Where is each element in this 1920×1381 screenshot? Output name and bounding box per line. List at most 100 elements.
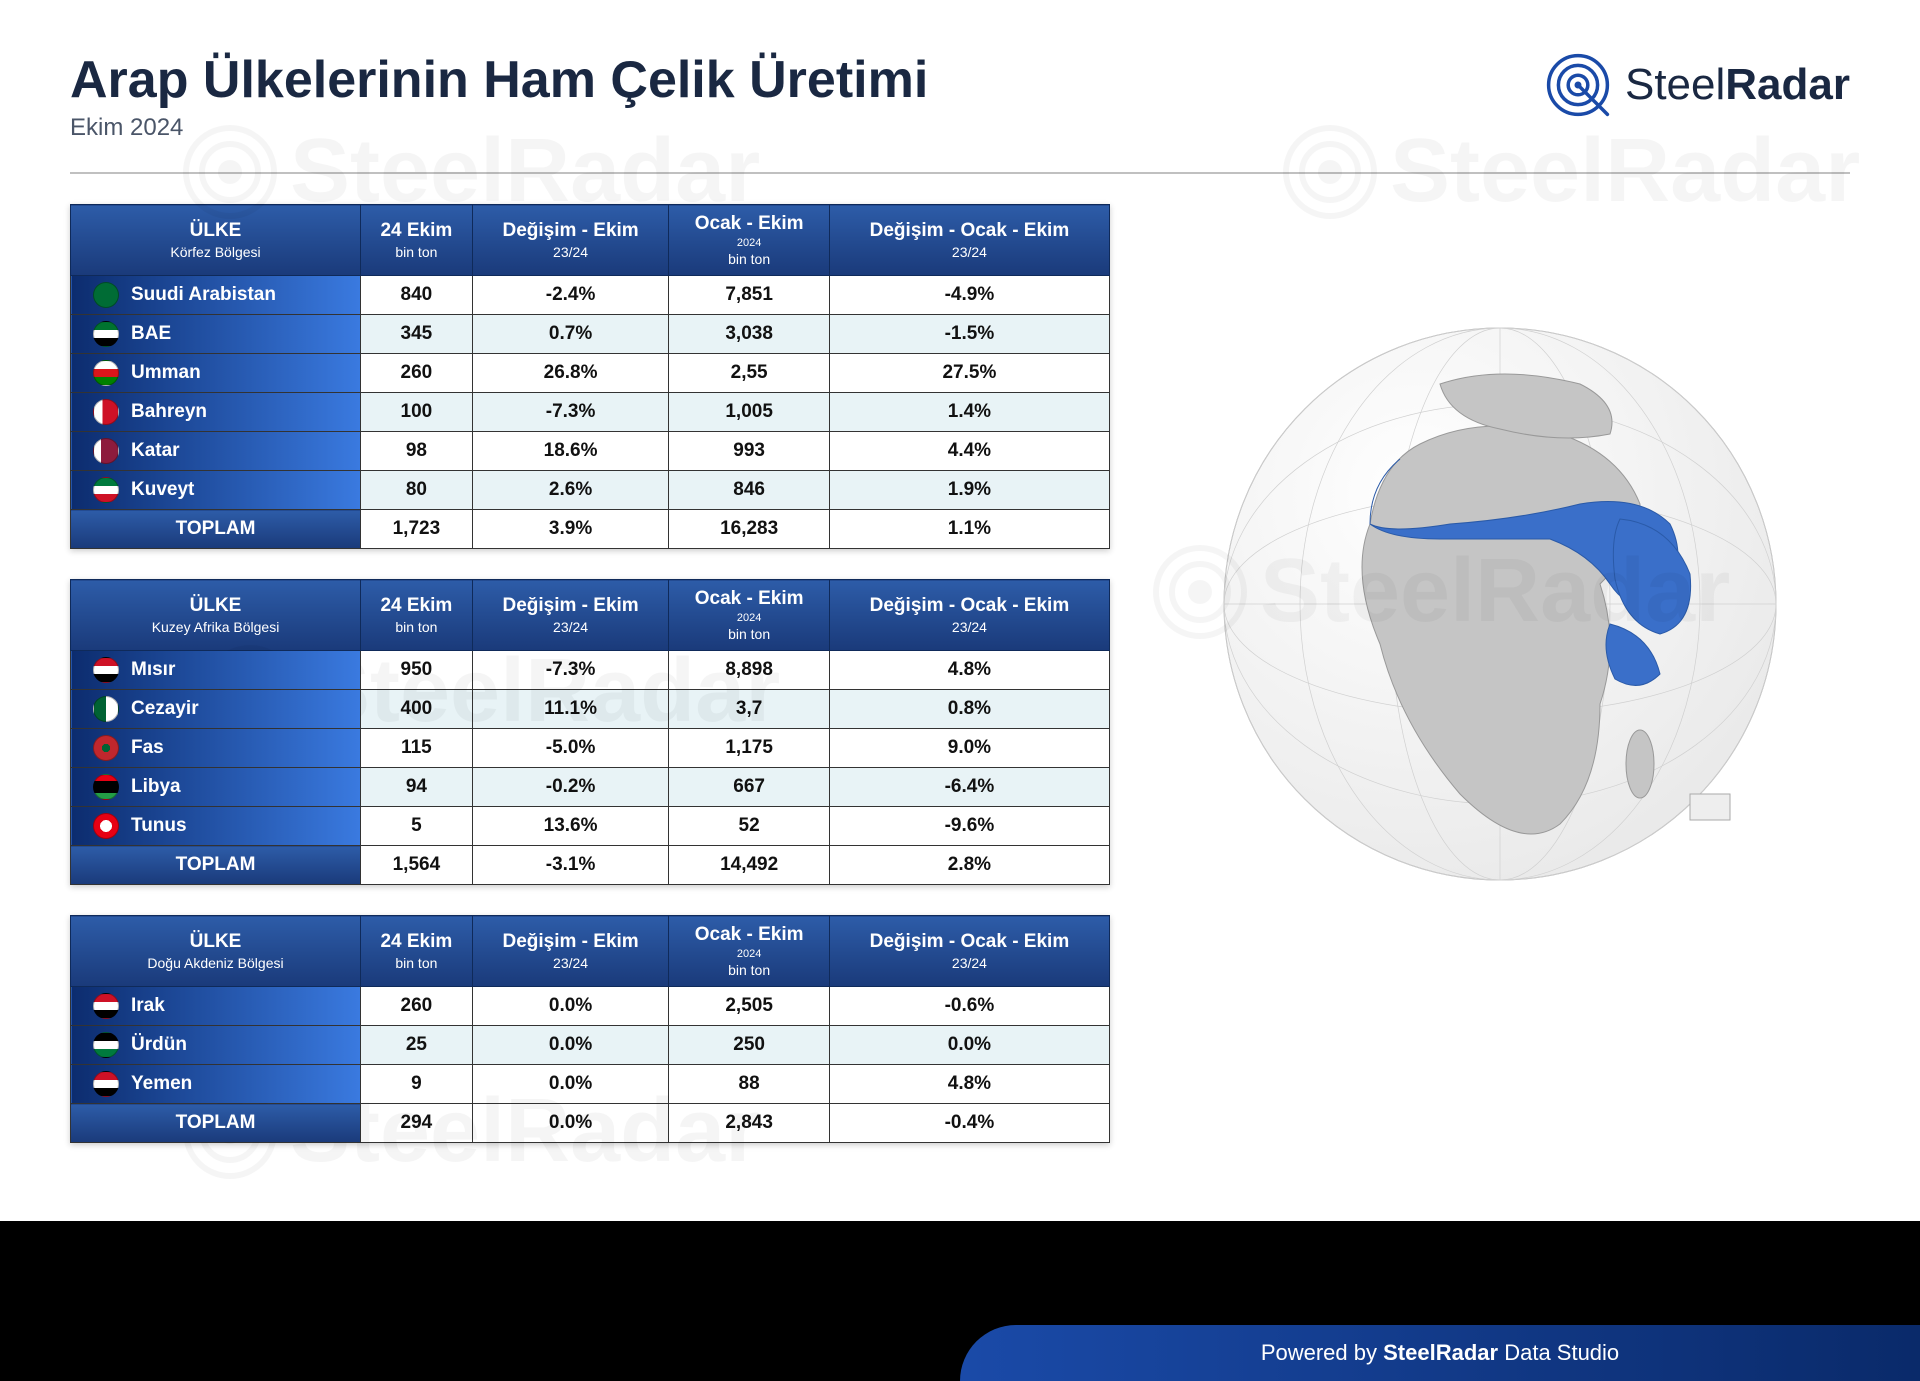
th-ytd: Ocak - Ekim2024bin ton (669, 205, 829, 276)
brand-logo: SteelRadar (1543, 50, 1850, 120)
th-ytd: Ocak - Ekim2024bin ton (669, 580, 829, 651)
cell-country: Bahreyn (71, 393, 361, 432)
cell-chg-oct: 26.8% (472, 354, 669, 393)
table-row: Suudi Arabistan840-2.4%7,851-4.9% (71, 276, 1110, 315)
table-row: BAE3450.7%3,038-1.5% (71, 315, 1110, 354)
footer-credit: Powered by SteelRadar Data Studio (960, 1325, 1920, 1381)
cell-total-oct: 1,564 (361, 846, 473, 885)
cell-chg-oct: 2.6% (472, 471, 669, 510)
cell-chg-oct: -2.4% (472, 276, 669, 315)
cell-chg-ytd: 1.9% (829, 471, 1109, 510)
th-chg-oct: Değişim - Ekim23/24 (472, 916, 669, 987)
th-oct: 24 Ekimbin ton (361, 580, 473, 651)
cell-chg-ytd: -1.5% (829, 315, 1109, 354)
radar-icon (1543, 50, 1613, 120)
cell-total-chg-oct: 3.9% (472, 510, 669, 549)
cell-country: Kuveyt (71, 471, 361, 510)
flag-icon (93, 321, 119, 347)
page-subtitle: Ekim 2024 (70, 114, 928, 142)
flag-icon (93, 438, 119, 464)
cell-oct: 100 (361, 393, 473, 432)
table-row: Irak2600.0%2,505-0.6% (71, 987, 1110, 1026)
cell-chg-ytd: -9.6% (829, 807, 1109, 846)
cell-oct: 260 (361, 987, 473, 1026)
cell-ytd: 250 (669, 1026, 829, 1065)
table-row: Umman26026.8%2,5527.5% (71, 354, 1110, 393)
footer-suffix: Data Studio (1504, 1340, 1619, 1366)
cell-chg-oct: 0.0% (472, 987, 669, 1026)
cell-chg-ytd: 0.0% (829, 1026, 1109, 1065)
cell-chg-oct: 0.0% (472, 1026, 669, 1065)
cell-chg-oct: -0.2% (472, 768, 669, 807)
region-table: ÜLKEKörfez Bölgesi24 Ekimbin tonDeğişim … (70, 204, 1110, 549)
cell-total-chg-ytd: 2.8% (829, 846, 1109, 885)
cell-country: Yemen (71, 1065, 361, 1104)
tables-container: ÜLKEKörfez Bölgesi24 Ekimbin tonDeğişim … (70, 204, 1110, 1173)
cell-ytd: 993 (669, 432, 829, 471)
cell-oct: 400 (361, 690, 473, 729)
flag-icon (93, 477, 119, 503)
logo-text: SteelRadar (1625, 60, 1850, 110)
cell-total-chg-ytd: -0.4% (829, 1104, 1109, 1143)
cell-total-ytd: 16,283 (669, 510, 829, 549)
flag-icon (93, 993, 119, 1019)
cell-oct: 115 (361, 729, 473, 768)
cell-country: Mısır (71, 651, 361, 690)
cell-ytd: 667 (669, 768, 829, 807)
cell-total-chg-ytd: 1.1% (829, 510, 1109, 549)
cell-chg-oct: -5.0% (472, 729, 669, 768)
cell-chg-ytd: 9.0% (829, 729, 1109, 768)
table-total-row: TOPLAM2940.0%2,843-0.4% (71, 1104, 1110, 1143)
table-row: Kuveyt802.6%8461.9% (71, 471, 1110, 510)
table-total-row: TOPLAM1,7233.9%16,2831.1% (71, 510, 1110, 549)
cell-ytd: 846 (669, 471, 829, 510)
cell-country: Katar (71, 432, 361, 471)
cell-oct: 345 (361, 315, 473, 354)
cell-chg-ytd: 4.8% (829, 651, 1109, 690)
cell-total-label: TOPLAM (71, 510, 361, 549)
table-row: Tunus513.6%52-9.6% (71, 807, 1110, 846)
flag-icon (93, 657, 119, 683)
cell-total-oct: 1,723 (361, 510, 473, 549)
footer-prefix: Powered by (1261, 1340, 1377, 1366)
table-row: Libya94-0.2%667-6.4% (71, 768, 1110, 807)
flag-icon (93, 1071, 119, 1097)
footer: Powered by SteelRadar Data Studio (0, 1221, 1920, 1381)
cell-oct: 25 (361, 1026, 473, 1065)
cell-chg-oct: 11.1% (472, 690, 669, 729)
flag-icon (93, 735, 119, 761)
cell-chg-ytd: 1.4% (829, 393, 1109, 432)
flag-icon (93, 774, 119, 800)
cell-chg-oct: -7.3% (472, 651, 669, 690)
cell-oct: 98 (361, 432, 473, 471)
cell-ytd: 88 (669, 1065, 829, 1104)
flag-icon (93, 399, 119, 425)
th-country: ÜLKEDoğu Akdeniz Bölgesi (71, 916, 361, 987)
header: Arap Ülkelerinin Ham Çelik Üretimi Ekim … (0, 0, 1920, 162)
cell-chg-ytd: 4.4% (829, 432, 1109, 471)
cell-oct: 5 (361, 807, 473, 846)
cell-total-chg-oct: -3.1% (472, 846, 669, 885)
th-country: ÜLKEKuzey Afrika Bölgesi (71, 580, 361, 651)
cell-country: Suudi Arabistan (71, 276, 361, 315)
cell-total-chg-oct: 0.0% (472, 1104, 669, 1143)
cell-chg-ytd: 0.8% (829, 690, 1109, 729)
page-title: Arap Ülkelerinin Ham Çelik Üretimi (70, 50, 928, 110)
cell-country: BAE (71, 315, 361, 354)
flag-icon (93, 1032, 119, 1058)
title-block: Arap Ülkelerinin Ham Çelik Üretimi Ekim … (70, 50, 928, 142)
th-oct: 24 Ekimbin ton (361, 916, 473, 987)
th-chg-ytd: Değişim - Ocak - Ekim23/24 (829, 205, 1109, 276)
table-total-row: TOPLAM1,564-3.1%14,4922.8% (71, 846, 1110, 885)
cell-chg-ytd: 4.8% (829, 1065, 1109, 1104)
table-row: Cezayir40011.1%3,70.8% (71, 690, 1110, 729)
cell-country: Irak (71, 987, 361, 1026)
th-chg-ytd: Değişim - Ocak - Ekim23/24 (829, 580, 1109, 651)
cell-ytd: 2,55 (669, 354, 829, 393)
th-chg-ytd: Değişim - Ocak - Ekim23/24 (829, 916, 1109, 987)
cell-ytd: 2,505 (669, 987, 829, 1026)
cell-chg-oct: 0.0% (472, 1065, 669, 1104)
th-country: ÜLKEKörfez Bölgesi (71, 205, 361, 276)
cell-chg-ytd: 27.5% (829, 354, 1109, 393)
cell-ytd: 3,038 (669, 315, 829, 354)
